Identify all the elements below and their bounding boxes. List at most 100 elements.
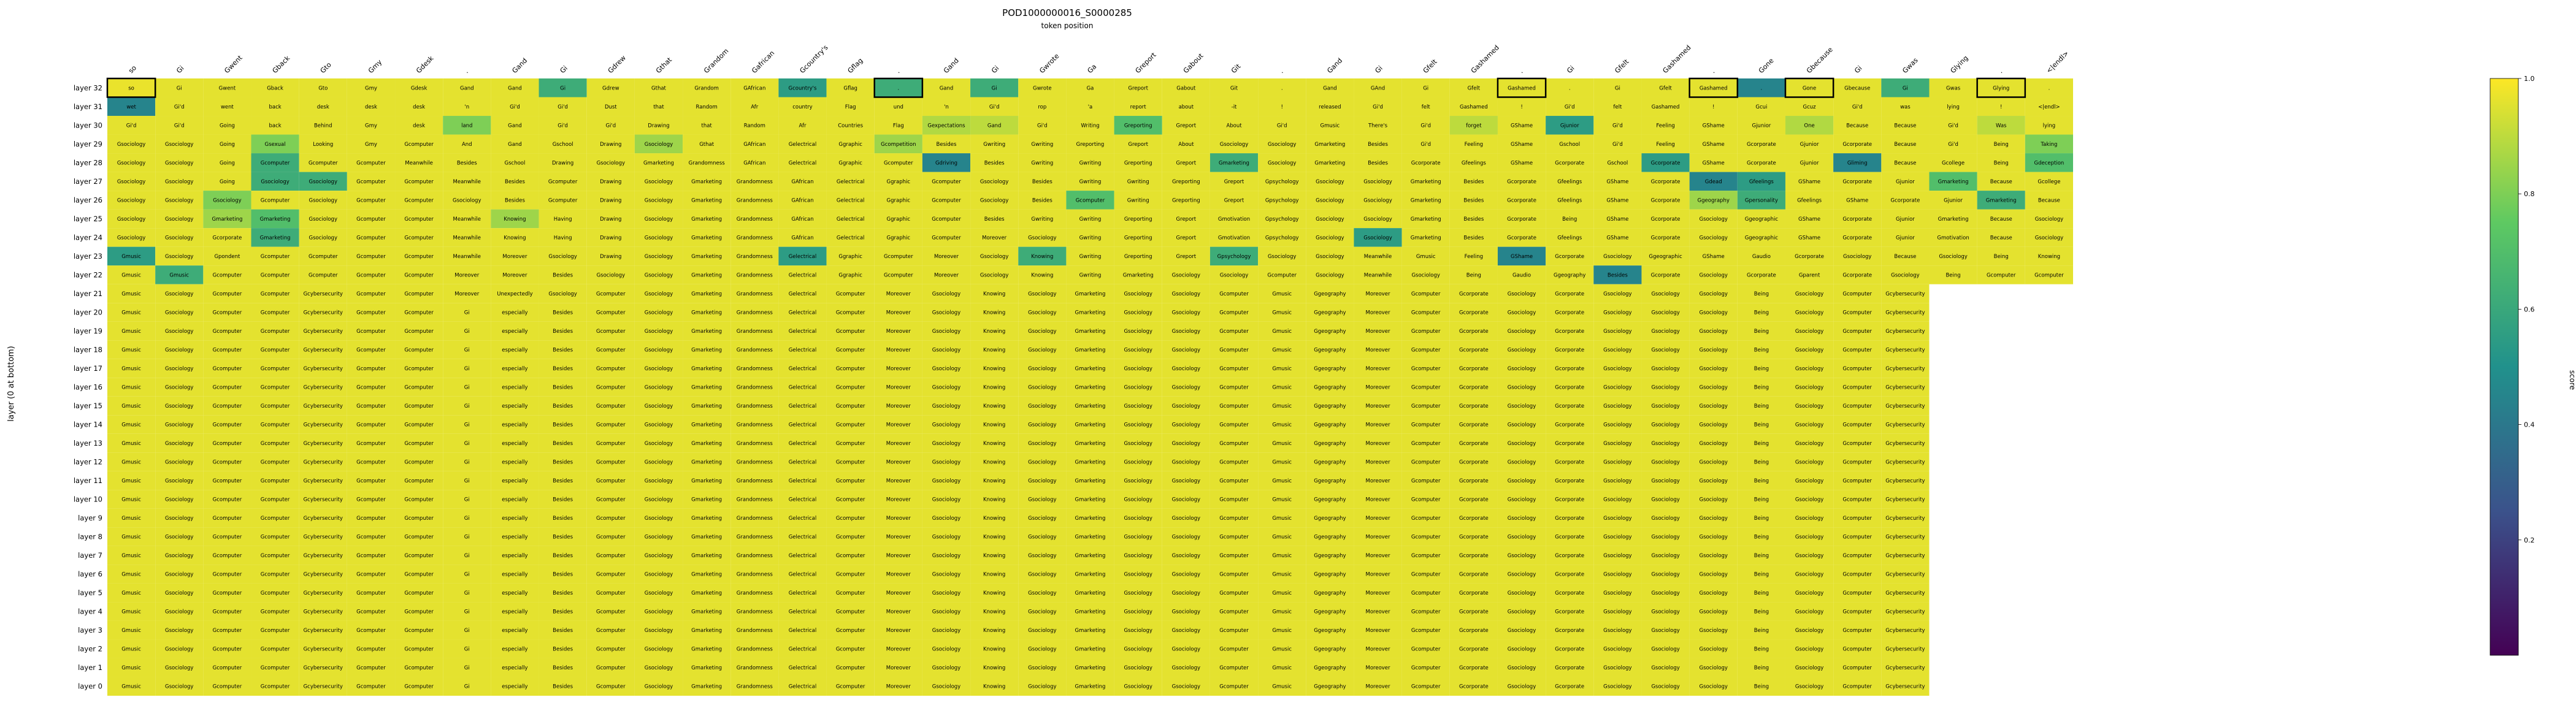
cell-label: Gmarketing <box>1075 609 1106 615</box>
cell-label: Gmusic <box>121 628 141 634</box>
cell-label: Gi <box>464 460 470 466</box>
cell-label: Gmarketing <box>691 665 722 671</box>
heatmap-cell <box>1449 153 1498 172</box>
cell-label: Gsociology <box>1651 590 1679 596</box>
cell-label: Grandomness <box>737 235 773 241</box>
cell-label: Knowing <box>983 329 1005 335</box>
heatmap-cell <box>922 321 971 341</box>
heatmap-cell <box>1641 153 1690 172</box>
cell-label: Gashamed <box>1508 85 1536 91</box>
cell-label: Gand <box>940 85 954 91</box>
cell-label: Knowing <box>983 628 1005 634</box>
cell-label: Gaudio <box>1752 254 1771 260</box>
heatmap-cell <box>1018 284 1067 303</box>
heatmap-cell <box>107 303 156 322</box>
cell-label: Gsociology <box>1028 235 1056 241</box>
heatmap-cell <box>1018 378 1067 397</box>
cell-label: Gcomputer <box>932 216 961 223</box>
heatmap-cell <box>874 134 922 154</box>
heatmap-cell <box>1306 321 1354 341</box>
cell-label: Gmusic <box>121 516 141 522</box>
cell-label: Gsociology <box>1508 572 1536 578</box>
heatmap-cell <box>443 78 491 97</box>
cell-label: Grandomness <box>737 347 773 353</box>
cell-label: Ggeography <box>1314 329 1346 335</box>
cell-label: -it <box>1232 104 1237 110</box>
cell-label: Gcorporate <box>1555 422 1584 428</box>
heatmap-cell <box>586 97 635 116</box>
heatmap-cell <box>155 78 204 97</box>
cell-label: Gcomputer <box>404 272 434 278</box>
cell-label: Gmarketing <box>1986 197 2017 204</box>
heatmap-cell <box>1306 303 1354 322</box>
heatmap-cell <box>1401 303 1450 322</box>
cell-label: Gi'd <box>1612 123 1623 129</box>
cell-label: Being <box>1754 590 1769 596</box>
cell-label: Gcomputer <box>1411 291 1441 297</box>
heatmap-cell <box>107 97 156 116</box>
heatmap-cell <box>1977 191 2025 210</box>
cell-label: Gabout <box>1176 85 1196 91</box>
cell-label: Gcomputer <box>213 684 242 690</box>
cell-label: Gsociology <box>1172 385 1200 391</box>
cell-label: Gsociology <box>117 235 145 241</box>
cell-label: Moreover <box>1366 310 1391 316</box>
cell-label: Gcomputer <box>404 179 434 185</box>
heatmap-cell <box>1785 340 1834 359</box>
cell-label: Gcomputer <box>836 441 865 447</box>
cell-label: Besides <box>553 422 573 428</box>
cell-label: Gcomputer <box>356 366 386 372</box>
cell-label: Gpsychology <box>1265 235 1299 241</box>
cell-label: Gcomputer <box>836 347 865 353</box>
cell-label: Gcorporate <box>1555 553 1584 559</box>
cell-label: Gsociology <box>1124 535 1152 541</box>
cell-label: Besides <box>1368 142 1388 148</box>
cell-label: Gcorporate <box>1459 535 1489 541</box>
colorbar-tick-label: 0.4 <box>2524 421 2535 429</box>
heatmap-cell <box>1018 116 1067 135</box>
heatmap-cell <box>922 153 971 172</box>
heatmap-cell <box>922 116 971 135</box>
cell-label: Gcorporate <box>1459 647 1489 653</box>
cell-label: Gcomputer <box>261 197 290 204</box>
heatmap-cell <box>1354 378 1402 397</box>
heatmap-cell <box>1833 97 1882 116</box>
cell-label: Gthat <box>699 142 715 148</box>
heatmap-cell <box>1114 153 1162 172</box>
cell-label: Because <box>1846 123 1868 129</box>
y-tick-label: layer 4 <box>78 607 102 616</box>
heatmap-cell <box>634 284 683 303</box>
cell-label: report <box>1130 104 1147 110</box>
heatmap-cell <box>1354 172 1402 191</box>
cell-label: Gsociology <box>932 291 960 297</box>
cell-label: Gwriting <box>1079 272 1102 278</box>
cell-label: Gsociology <box>1172 329 1200 335</box>
cell-label: Gcorporate <box>1459 385 1489 391</box>
cell-label: Gcomputer <box>1842 572 1872 578</box>
cell-label: Gwriting <box>1079 179 1102 185</box>
heatmap-cell <box>874 78 922 97</box>
cell-label: Gcomputer <box>596 310 626 316</box>
heatmap-cell <box>826 396 875 416</box>
cell-label: Gpsychology <box>1265 197 1299 204</box>
cell-label: Gcorporate <box>1747 160 1776 166</box>
cell-label: Gmusic <box>1272 572 1292 578</box>
cell-label: Gcorporate <box>1459 590 1489 596</box>
heatmap-cell <box>251 209 299 229</box>
cell-label: Gcomputer <box>548 179 578 185</box>
cell-label: felt <box>1613 104 1622 110</box>
cell-label: GShame <box>1798 216 1820 223</box>
cell-label: Gsociology <box>1939 254 1967 260</box>
cell-label: Gsociology <box>1363 179 1392 185</box>
cell-label: Gcomputer <box>356 572 386 578</box>
heatmap-cell <box>1737 284 1785 303</box>
heatmap-cell <box>155 321 204 341</box>
cell-label: Gmarketing <box>691 403 722 409</box>
cell-label: Gcomputer <box>356 197 386 204</box>
cell-label: Gwriting <box>1031 216 1053 223</box>
cell-label: Besides <box>553 553 573 559</box>
cell-label: Gcomputer <box>356 179 386 185</box>
cell-label: Gcomputer <box>404 535 434 541</box>
heatmap-cell <box>586 116 635 135</box>
cell-label: Gsociology <box>1603 403 1631 409</box>
